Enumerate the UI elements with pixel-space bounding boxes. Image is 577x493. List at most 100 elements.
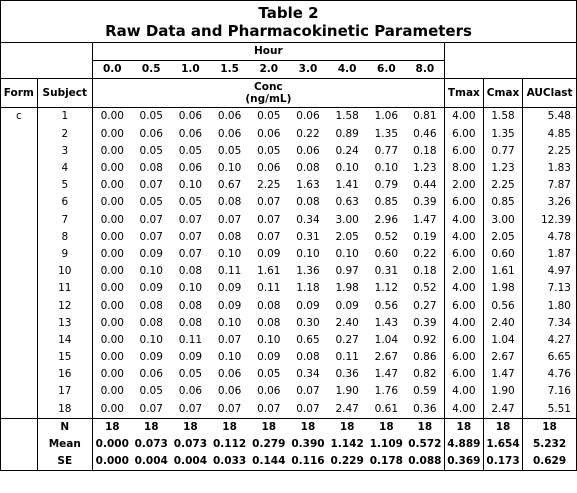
auclast-cell: 7.87 xyxy=(547,179,571,192)
tmax-cell: 4.00 xyxy=(444,314,484,332)
subject-cell: 1 xyxy=(37,107,93,126)
auclast-cell: 6.65 xyxy=(547,351,571,364)
conc-cell: 1.58 xyxy=(335,110,359,123)
summary-conc-cell: 0.390 xyxy=(291,438,325,451)
conc-cell: 0.19 xyxy=(405,228,445,246)
auclast-cell: 7.34 xyxy=(547,316,571,329)
summary-conc-cell: 18 xyxy=(92,417,132,436)
table-row: 15 0.00 0.09 0.09 0.10 0.09 0.08 0.11 2.67 0.86 6.… xyxy=(1,349,576,367)
conc-cell: 0.05 xyxy=(178,144,203,157)
cmax-cell: 2.67 xyxy=(483,349,524,367)
subject-header: Subject xyxy=(37,78,93,109)
conc-cell: 0.07 xyxy=(178,247,203,260)
conc-cell: 0.09 xyxy=(257,351,281,364)
table-row: 7 0.00 0.07 0.07 0.07 0.07 0.34 3.00 2.96 1.47 4.0… xyxy=(1,211,576,229)
conc-cell: 0.31 xyxy=(296,230,320,243)
form-cell xyxy=(1,349,38,367)
conc-cell: 0.10 xyxy=(139,265,163,278)
conc-cell: 0.05 xyxy=(139,385,163,398)
conc-cell: 0.18 xyxy=(405,142,445,160)
summary-tmax-cell: 18 xyxy=(444,417,484,436)
conc-cell: 0.10 xyxy=(217,162,242,175)
cmax-cell: 1.23 xyxy=(483,159,524,178)
conc-cell: 1.61 xyxy=(257,265,281,278)
conc-cell: 0.60 xyxy=(374,247,399,260)
conc-cell: 0.06 xyxy=(178,110,203,123)
conc-cell: 0.08 xyxy=(257,316,281,329)
table-row: 2 0.00 0.06 0.06 0.06 0.06 0.22 0.89 1.35 0.46 6.0… xyxy=(1,125,576,143)
summary-conc-cell: 1.109 xyxy=(369,438,403,451)
summary-row: Mean 0.000 0.073 0.073 0.112 0.279 0.390 1.142 1… xyxy=(1,435,576,454)
conc-cell: 0.27 xyxy=(405,297,445,315)
conc-cell: 0.10 xyxy=(296,247,320,260)
table-row: 16 0.00 0.06 0.05 0.06 0.05 0.34 0.36 1.47 0.82 6.… xyxy=(1,366,576,384)
conc-cell: 0.00 xyxy=(100,213,124,226)
conc-cell: 1.63 xyxy=(296,179,320,192)
conc-cell: 0.11 xyxy=(335,351,359,364)
conc-cell: 0.06 xyxy=(296,144,320,157)
cmax-cell: 1.47 xyxy=(483,366,524,384)
summary-conc-cell: 0.004 xyxy=(134,455,168,468)
conc-cell: 1.41 xyxy=(335,179,359,192)
conc-cell: 0.09 xyxy=(335,299,359,312)
conc-cell: 0.07 xyxy=(257,196,281,209)
hour-label: 0.0 xyxy=(92,60,132,80)
table-row: 12 0.00 0.08 0.08 0.09 0.08 0.09 0.09 0.56 0.27 6.… xyxy=(1,297,576,315)
params-spacer xyxy=(444,60,576,80)
conc-cell: 0.10 xyxy=(335,162,359,175)
conc-cell: 0.06 xyxy=(257,385,281,398)
form-cell xyxy=(1,366,38,384)
conc-cell: 0.08 xyxy=(178,265,203,278)
summary-row: N 18 18 18 18 18 18 18 18 18 18 18 18 xyxy=(1,417,576,436)
tmax-cell: 6.00 xyxy=(444,142,484,160)
summary-label: Mean xyxy=(37,435,93,454)
summary-conc-cell: 0.178 xyxy=(369,455,403,468)
conc-header: Conc (ng/mL) xyxy=(92,78,445,109)
conc-cell: 2.67 xyxy=(374,351,399,364)
summary-conc-cell: 0.000 xyxy=(95,455,129,468)
conc-cell: 0.08 xyxy=(296,162,320,175)
conc-cell: 0.24 xyxy=(335,144,359,157)
form-cell xyxy=(1,245,38,264)
conc-cell: 0.00 xyxy=(100,110,124,123)
hour-label: 2.0 xyxy=(249,60,289,80)
conc-cell: 0.00 xyxy=(100,299,124,312)
conc-cell: 0.27 xyxy=(335,333,359,346)
conc-cell: 0.61 xyxy=(374,402,399,415)
conc-cell: 1.47 xyxy=(405,211,445,229)
subject-cell: 13 xyxy=(37,314,93,332)
conc-cell: 0.09 xyxy=(296,299,320,312)
conc-cell: 1.12 xyxy=(374,282,399,295)
table-row: 11 0.00 0.09 0.10 0.09 0.11 1.18 1.98 1.12 0.52 4.… xyxy=(1,280,576,298)
conc-cell: 0.59 xyxy=(405,383,445,401)
conc-cell: 0.00 xyxy=(100,127,124,140)
conc-cell: 0.00 xyxy=(100,265,124,278)
summary-conc-cell: 18 xyxy=(288,417,328,436)
summary-form-cell xyxy=(1,417,38,436)
conc-cell: 0.67 xyxy=(217,179,242,192)
form-cell xyxy=(1,142,38,160)
conc-cell: 0.07 xyxy=(139,213,163,226)
conc-cell: 0.52 xyxy=(374,230,399,243)
conc-cell: 0.11 xyxy=(257,282,281,295)
conc-cell: 0.44 xyxy=(405,177,445,195)
table-row: 6 0.00 0.05 0.05 0.08 0.07 0.08 0.63 0.85 0.39 6.0… xyxy=(1,194,576,212)
subject-cell: 9 xyxy=(37,245,93,264)
cmax-cell: 1.04 xyxy=(483,331,524,349)
conc-cell: 0.10 xyxy=(217,316,242,329)
table-row: 8 0.00 0.07 0.07 0.08 0.07 0.31 2.05 0.52 0.19 4.0… xyxy=(1,228,576,246)
conc-cell: 0.07 xyxy=(139,230,163,243)
hour-label: 8.0 xyxy=(405,60,445,80)
conc-cell: 1.76 xyxy=(374,385,399,398)
subject-cell: 6 xyxy=(37,194,93,212)
conc-cell: 0.08 xyxy=(139,299,163,312)
subject-cell: 4 xyxy=(37,159,93,178)
conc-cell: 0.09 xyxy=(178,351,203,364)
cmax-cell: 1.90 xyxy=(483,383,524,401)
cmax-cell: 2.40 xyxy=(483,314,524,332)
tmax-cell: 6.00 xyxy=(444,366,484,384)
conc-cell: 0.56 xyxy=(374,299,399,312)
table-row: 9 0.00 0.09 0.07 0.10 0.09 0.10 0.10 0.60 0.22 6.0… xyxy=(1,245,576,264)
conc-cell: 0.07 xyxy=(178,230,203,243)
conc-cell: 0.08 xyxy=(217,196,242,209)
